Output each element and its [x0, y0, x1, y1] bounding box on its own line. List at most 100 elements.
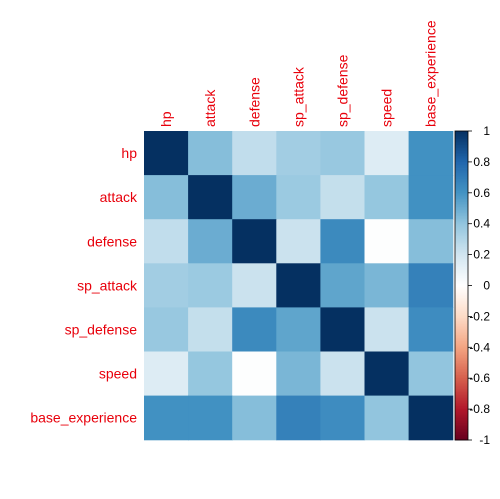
heatmap-cell-speed-sp_defense: [320, 351, 366, 397]
colorbar-tick-label: -0.4: [469, 340, 490, 354]
colorbar-segment: [455, 253, 468, 255]
colorbar-segment: [455, 399, 468, 402]
colorbar-segment: [455, 353, 468, 356]
heatmap-cell-sp_defense-defense: [232, 307, 277, 353]
heatmap-cell-sp_attack-speed: [364, 263, 410, 308]
colorbar-segment: [455, 297, 468, 300]
heatmap-cell-base_experience-sp_defense: [320, 395, 366, 441]
heatmap-cell-sp_attack-sp_attack: [276, 263, 321, 308]
colorbar-segment: [455, 229, 468, 232]
colorbar-segment: [455, 178, 468, 181]
colorbar-segment: [455, 208, 468, 211]
colorbar-segment: [455, 359, 468, 362]
colorbar-segment: [455, 270, 468, 272]
colorbar-segment: [455, 263, 468, 266]
colorbar-segment: [455, 416, 468, 419]
colorbar-segment: [455, 134, 468, 137]
colorbar-segment: [455, 149, 468, 152]
colorbar-segment: [455, 234, 468, 237]
colorbar-segment: [455, 191, 468, 194]
column-label-sp_defense: sp_defense: [334, 54, 350, 127]
heatmap-cell-speed-sp_attack: [276, 351, 321, 397]
colorbar-segment: [455, 356, 468, 359]
colorbar-segment: [455, 274, 468, 277]
colorbar-tick-label: 0.4: [473, 217, 490, 231]
colorbar-segment: [455, 307, 468, 310]
colorbar-segment: [455, 395, 468, 398]
colorbar-segment: [455, 245, 468, 248]
heatmap-cell-defense-attack: [188, 219, 233, 264]
colorbar-segment: [455, 419, 468, 422]
colorbar-segment: [455, 154, 468, 157]
colorbar-segment: [455, 436, 468, 439]
colorbar-segment: [455, 412, 468, 415]
colorbar-tick-label: 0.8: [473, 155, 490, 169]
colorbar-segment: [455, 197, 468, 200]
heatmap-cell-hp-sp_defense: [320, 131, 366, 176]
colorbar-segment: [455, 209, 468, 212]
colorbar-segment: [455, 311, 468, 314]
colorbar-tick-label: 0: [483, 279, 490, 293]
colorbar-segment: [455, 265, 468, 268]
colorbar-segment: [455, 192, 468, 195]
colorbar-segment: [455, 144, 468, 147]
colorbar-segment: [455, 350, 468, 353]
colorbar-segment: [455, 325, 468, 328]
colorbar-segment: [455, 251, 468, 254]
colorbar-segment: [455, 316, 468, 319]
colorbar-segment: [455, 348, 468, 351]
colorbar-segment: [455, 219, 468, 221]
heatmap-cell-attack-speed: [364, 175, 410, 220]
row-label-base_experience: base_experience: [30, 410, 137, 426]
colorbar-segment: [455, 409, 468, 412]
colorbar-segment: [455, 387, 468, 390]
row-label-sp_attack: sp_attack: [77, 277, 138, 293]
heatmap-cell-attack-hp: [144, 175, 189, 220]
heatmap-cell-sp_defense-base_experience: [408, 307, 454, 353]
colorbar-segment: [455, 228, 468, 231]
heatmap-cell-sp_attack-defense: [232, 263, 277, 308]
colorbar-segment: [455, 273, 468, 276]
heatmap-cell-hp-speed: [364, 131, 410, 176]
colorbar-segment: [455, 231, 468, 234]
colorbar-segment: [455, 368, 468, 371]
colorbar-segment: [455, 282, 468, 285]
colorbar-segment: [455, 203, 468, 206]
heatmap-cell-base_experience-base_experience: [408, 395, 454, 441]
colorbar-segment: [455, 389, 468, 391]
colorbar-segment: [455, 372, 468, 374]
colorbar-segment: [455, 426, 468, 429]
heatmap-cell-speed-attack: [188, 351, 233, 397]
colorbar-segment: [455, 164, 468, 167]
colorbar-segment: [455, 181, 468, 184]
colorbar-segment: [455, 362, 468, 365]
colorbar-segment: [455, 429, 468, 432]
colorbar-segment: [455, 290, 468, 293]
colorbar-segment: [455, 361, 468, 364]
heatmap-cell-base_experience-sp_attack: [276, 395, 321, 441]
colorbar-segment: [455, 152, 468, 155]
colorbar-segment: [455, 236, 468, 238]
row-label-sp_defense: sp_defense: [65, 321, 138, 337]
heatmap-cell-hp-hp: [144, 131, 189, 176]
heatmap-cell-speed-speed: [364, 351, 410, 397]
column-label-attack: attack: [202, 89, 218, 127]
colorbar-segment: [455, 424, 468, 427]
colorbar-tick-label: 0.2: [473, 248, 490, 262]
colorbar-segment: [455, 146, 468, 149]
colorbar-segment: [455, 435, 468, 438]
colorbar-segment: [455, 217, 468, 220]
colorbar-segment: [455, 135, 468, 138]
colorbar-segment: [455, 223, 468, 226]
colorbar-segment: [455, 433, 468, 436]
colorbar-segment: [455, 226, 468, 229]
colorbar-segment: [455, 189, 468, 192]
heatmap-cell-sp_attack-hp: [144, 263, 189, 308]
colorbar-segment: [455, 155, 468, 158]
colorbar-segment: [455, 404, 468, 407]
heatmap-cell-defense-defense: [232, 219, 277, 264]
colorbar-segment: [455, 365, 468, 368]
colorbar-segment: [455, 257, 468, 260]
column-label-defense: defense: [246, 77, 262, 127]
